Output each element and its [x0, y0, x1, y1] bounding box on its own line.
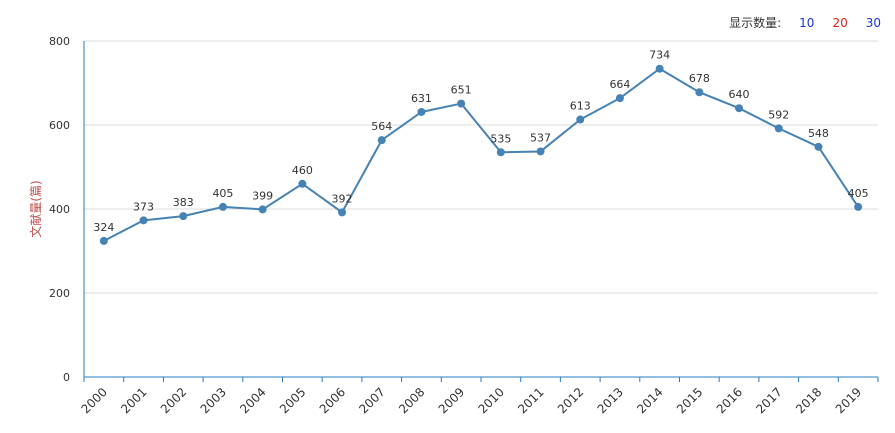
y-tick-label: 600 — [49, 119, 70, 132]
data-point[interactable] — [655, 64, 664, 73]
data-point[interactable] — [695, 88, 704, 97]
data-point[interactable] — [377, 136, 386, 145]
y-tick-label: 400 — [49, 203, 70, 216]
x-tick-label: 2012 — [555, 385, 586, 416]
x-tick-label: 2017 — [753, 385, 784, 416]
x-tick-label: 2005 — [277, 385, 308, 416]
data-point[interactable] — [338, 208, 347, 217]
data-point[interactable] — [774, 124, 783, 133]
data-point[interactable] — [615, 94, 624, 103]
data-label: 613 — [570, 100, 591, 113]
x-tick-label: 2009 — [436, 385, 467, 416]
data-labels: 324 373 383 405 399 460 392 564 631 651 535 537 613 6… — [93, 49, 868, 234]
data-label: 678 — [689, 72, 710, 85]
data-label: 651 — [451, 84, 472, 97]
data-point[interactable] — [536, 147, 545, 156]
data-label: 460 — [292, 164, 313, 177]
data-point[interactable] — [496, 148, 505, 157]
display-count-option-30[interactable]: 30 — [865, 15, 881, 30]
data-label: 373 — [133, 200, 154, 213]
x-tick-label: 2001 — [118, 385, 149, 416]
y-tick-labels: 0 200 400 600 800 — [49, 35, 70, 384]
data-label: 734 — [649, 49, 670, 62]
x-tick-label: 2002 — [158, 385, 189, 416]
data-label: 664 — [609, 78, 630, 91]
data-label: 405 — [212, 187, 233, 200]
x-tick-label: 2018 — [793, 385, 824, 416]
x-tick-label: 2004 — [237, 385, 268, 416]
y-axis-label: 文献量(篇) — [28, 180, 43, 237]
data-point[interactable] — [139, 216, 148, 225]
data-point[interactable] — [576, 115, 585, 124]
data-point[interactable] — [417, 107, 426, 116]
axes — [83, 41, 879, 382]
x-tick-label: 2006 — [317, 385, 348, 416]
x-tick-label: 2014 — [634, 385, 665, 416]
data-label: 324 — [93, 221, 114, 234]
data-label: 592 — [768, 108, 789, 121]
x-tick-label: 2008 — [396, 385, 427, 416]
x-tick-label: 2016 — [714, 385, 745, 416]
data-label: 392 — [332, 192, 353, 205]
data-label: 537 — [530, 131, 551, 144]
x-tick-label: 2011 — [515, 385, 546, 416]
gridlines — [84, 40, 878, 294]
x-tick-label: 2013 — [595, 385, 626, 416]
data-label: 640 — [729, 88, 750, 101]
data-label: 631 — [411, 92, 432, 105]
data-label: 383 — [173, 196, 194, 209]
data-point[interactable] — [179, 212, 188, 221]
data-point[interactable] — [258, 205, 267, 214]
data-label: 535 — [490, 132, 511, 145]
display-count-controls: 显示数量: 10 20 30 — [729, 14, 881, 31]
x-tick-label: 2010 — [475, 385, 506, 416]
data-points — [99, 64, 863, 245]
data-point[interactable] — [298, 179, 307, 188]
data-point[interactable] — [457, 99, 466, 108]
y-tick-label: 0 — [63, 371, 70, 384]
display-count-option-20[interactable]: 20 — [832, 15, 848, 30]
data-label: 564 — [371, 120, 392, 133]
y-tick-label: 800 — [49, 35, 70, 48]
data-label: 399 — [252, 189, 273, 202]
data-label: 405 — [848, 187, 869, 200]
data-point[interactable] — [854, 202, 863, 211]
y-tick-label: 200 — [49, 287, 70, 300]
x-tick-label: 2015 — [674, 385, 705, 416]
data-point[interactable] — [814, 142, 823, 151]
x-tick-label: 2003 — [198, 385, 229, 416]
display-count-label: 显示数量: — [729, 16, 782, 30]
series-line — [103, 67, 859, 242]
x-tick-labels: 2000 2001 2002 2003 2004 2005 2006 2007 2008 2009… — [78, 385, 864, 416]
data-point[interactable] — [218, 202, 227, 211]
x-tick-label: 2007 — [356, 385, 387, 416]
display-count-option-10[interactable]: 10 — [799, 15, 815, 30]
data-point[interactable] — [99, 236, 108, 245]
x-tick-label: 2000 — [78, 385, 109, 416]
x-tick-label: 2019 — [833, 385, 864, 416]
data-point[interactable] — [735, 104, 744, 113]
data-label: 548 — [808, 127, 829, 140]
